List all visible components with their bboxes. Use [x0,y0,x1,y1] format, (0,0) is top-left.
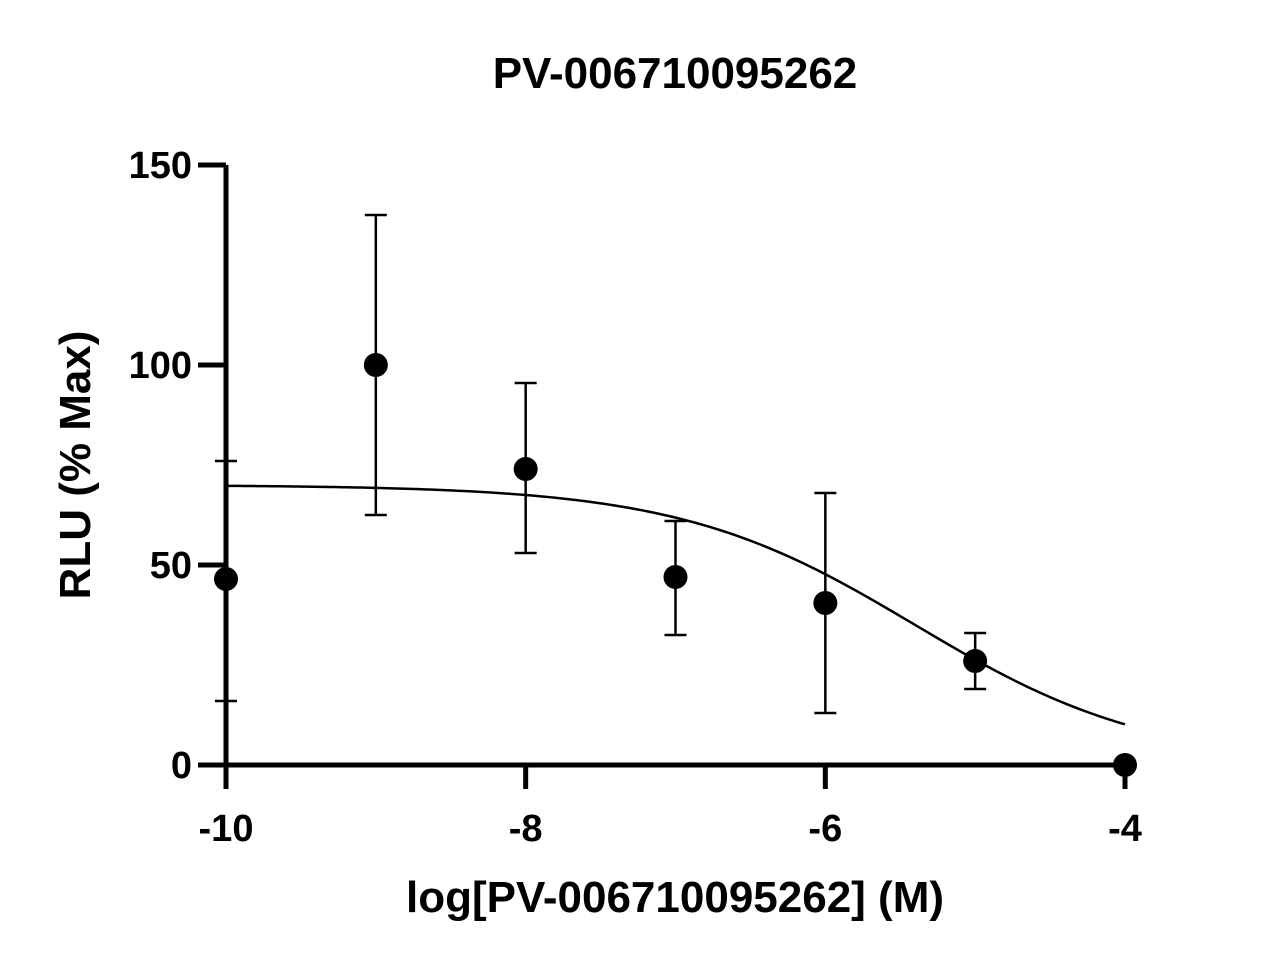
x-tick-label: -8 [509,808,543,850]
data-point [363,353,388,377]
data-point [1113,753,1137,777]
data-point [214,567,238,591]
x-tick-label: -10 [199,808,254,850]
y-tick-label: 0 [171,745,192,787]
x-tick-label: -6 [808,808,842,850]
x-axis-label: log[PV-006710095262] (M) [406,873,944,922]
data-point [963,649,988,673]
y-tick-label: 50 [150,545,192,587]
error-bars [215,213,987,715]
x-tick-label: -4 [1108,808,1142,850]
data-points [214,353,1137,777]
data-point [813,591,838,615]
y-tick-label: 150 [129,145,192,187]
axes: 0 50 100 150 -10 -8 -6 -4 [129,145,1142,850]
y-tick-label: 100 [129,345,192,387]
data-point [513,457,538,481]
chart-title: PV-006710095262 [493,49,858,98]
y-axis-label: RLU (% Max) [51,331,100,600]
data-point [663,565,688,589]
